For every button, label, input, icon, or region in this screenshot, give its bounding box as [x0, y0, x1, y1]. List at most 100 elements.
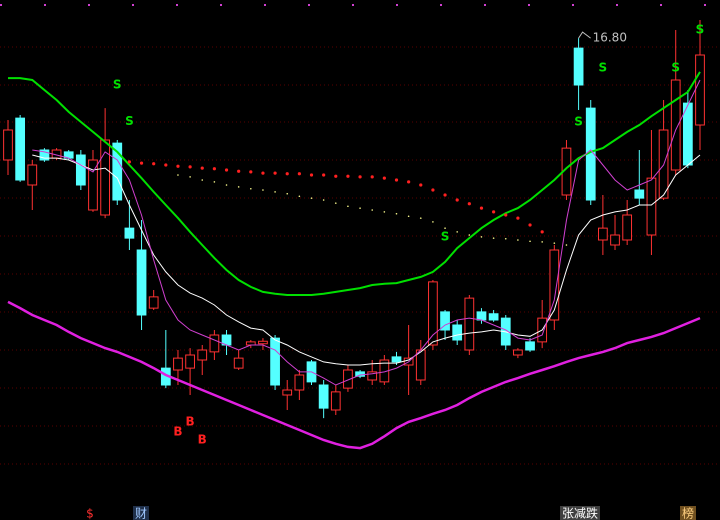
candle-body [124, 227, 135, 239]
candle-body [3, 129, 13, 161]
indicator-dot [432, 221, 434, 223]
indicator-line [32, 79, 701, 386]
footer-label: 财 [135, 507, 147, 520]
indicator-dot [164, 163, 168, 167]
indicator-dot [492, 237, 495, 239]
candle-body [148, 296, 159, 309]
indicator-dot [456, 231, 458, 233]
indicator-dot [444, 227, 446, 229]
indicator-dot [359, 207, 361, 209]
candle-body [185, 354, 195, 369]
candle-body [598, 227, 608, 241]
indicator-dot [541, 241, 543, 243]
candle-body [695, 54, 705, 126]
candle-body [39, 149, 50, 161]
indicator-dot [529, 240, 531, 243]
indicator-dot [249, 170, 253, 174]
indicator-dot [201, 179, 204, 181]
indicator-dot [237, 186, 240, 188]
indicator-dot [188, 165, 192, 169]
indicator-dot [127, 160, 132, 164]
indicator-dot [237, 169, 241, 173]
grid [0, 4, 720, 465]
indicator-dot [213, 181, 216, 183]
footer-box [680, 506, 696, 520]
candle-body [670, 79, 681, 171]
candle-body [610, 234, 620, 246]
signal-label: S [599, 61, 608, 75]
indicator-dot [467, 202, 471, 206]
indicator-line [8, 71, 701, 296]
indicator-dot [286, 192, 289, 195]
indicator-dot [224, 168, 229, 172]
candle-body [270, 337, 280, 386]
candle-body [391, 356, 402, 363]
candle-body [318, 384, 329, 409]
indicator-dot [528, 223, 532, 227]
indicator-dot [395, 212, 398, 215]
indicator-dot [298, 195, 301, 198]
candle-body [549, 249, 560, 321]
indicator-dot [383, 211, 386, 213]
indicator-dot [212, 167, 216, 171]
signal-label: S [113, 78, 122, 92]
indicator-dot [407, 180, 411, 184]
peak-pointer [578, 31, 591, 39]
signal-label: S [671, 61, 680, 75]
indicator-dot [516, 216, 520, 220]
indicator-dot [371, 209, 374, 211]
indicator-dot [334, 174, 338, 178]
indicator-dot [358, 175, 362, 179]
candle-body [294, 374, 305, 391]
indicator-dot [479, 206, 484, 210]
indicator-dot [370, 175, 374, 179]
indicator-dot [176, 164, 180, 168]
indicator-dot [517, 239, 519, 241]
indicator-dot [177, 174, 179, 176]
footer-label: $ [86, 507, 94, 520]
indicator-dot [322, 173, 326, 177]
indicator-dot [394, 178, 399, 182]
signal-label: S [696, 23, 705, 37]
candle-body [440, 311, 450, 331]
candle-body [622, 214, 633, 241]
signal-label: S [125, 114, 134, 128]
candle-body [464, 297, 475, 351]
indicator-dot [273, 171, 277, 175]
indicator-line [32, 154, 701, 366]
candle-body [513, 349, 523, 356]
footer-box [560, 506, 600, 520]
indicator-dot [347, 205, 349, 208]
candle-body [27, 164, 38, 186]
candle-body [197, 349, 208, 361]
candle-body [452, 324, 463, 341]
candle-body [367, 371, 378, 381]
indicator-dot [480, 236, 483, 238]
indicator-dot [504, 237, 507, 240]
indicator-dot [334, 202, 337, 204]
signal-label: B [186, 414, 195, 428]
candle-body [646, 177, 657, 236]
candle-body [112, 142, 123, 201]
indicator-dot [553, 242, 556, 244]
indicator-dot [152, 162, 156, 166]
indicator-dot [309, 173, 314, 177]
indicator-line [7, 300, 701, 450]
indicator-dot [262, 189, 264, 191]
indicator-dot [200, 166, 204, 170]
indicator-dot [297, 172, 301, 176]
candle-body [233, 357, 244, 369]
indicator-dot [419, 217, 422, 219]
indicator-dot [285, 172, 289, 176]
indicator-dot [504, 213, 508, 217]
candle-body [355, 371, 365, 377]
footer-box [133, 506, 149, 520]
candle-body [88, 159, 98, 211]
candle-body [488, 313, 499, 321]
candle-body [100, 139, 110, 216]
signal-label: B [173, 424, 182, 438]
indicator-dot [139, 161, 144, 165]
indicator-dot [274, 191, 276, 193]
